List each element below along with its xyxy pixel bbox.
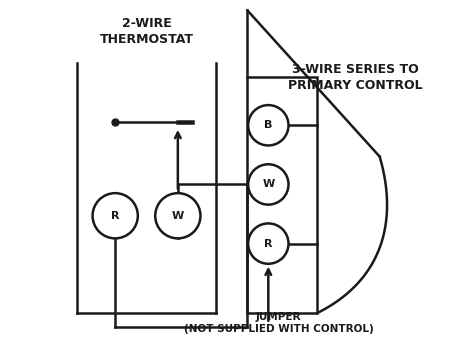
Text: 2-WIRE
THERMOSTAT: 2-WIRE THERMOSTAT: [100, 17, 193, 46]
Text: W: W: [172, 211, 184, 221]
Text: B: B: [264, 120, 273, 130]
Circle shape: [155, 193, 201, 238]
Text: 3-WIRE SERIES TO
PRIMARY CONTROL: 3-WIRE SERIES TO PRIMARY CONTROL: [288, 63, 423, 92]
Text: R: R: [264, 239, 273, 248]
Circle shape: [248, 164, 289, 205]
Circle shape: [248, 223, 289, 264]
Text: JUMPER
(NOT SUPPLIED WITH CONTROL): JUMPER (NOT SUPPLIED WITH CONTROL): [184, 312, 374, 334]
Circle shape: [92, 193, 138, 238]
Text: R: R: [111, 211, 119, 221]
Text: W: W: [262, 180, 274, 189]
Circle shape: [248, 105, 289, 145]
Bar: [247, 77, 317, 313]
